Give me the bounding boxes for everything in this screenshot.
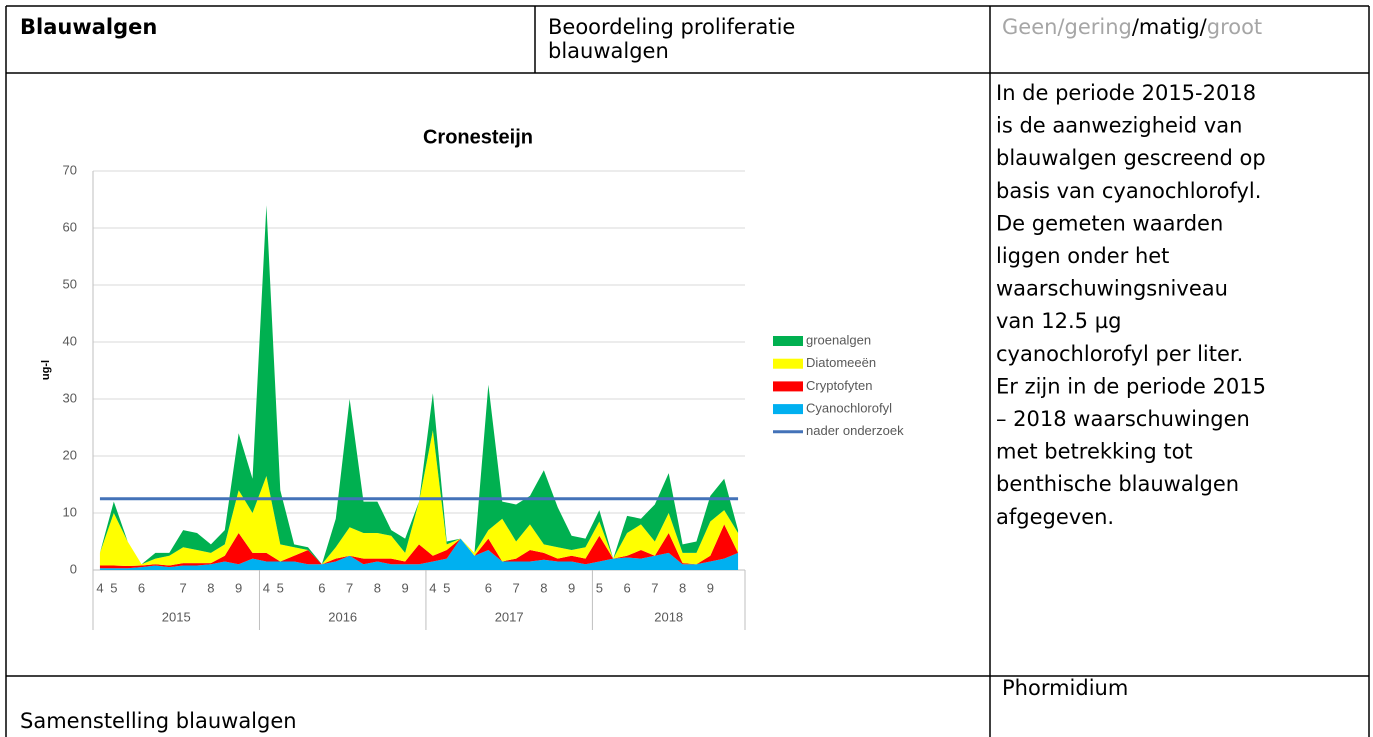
x-tick-label: 4 bbox=[263, 580, 270, 595]
footer-left: Samenstelling blauwalgen bbox=[20, 709, 297, 733]
x-group-label: 2017 bbox=[495, 609, 524, 624]
chart-title: Cronesteijn bbox=[423, 126, 533, 148]
x-tick-label: 5 bbox=[443, 580, 450, 595]
legend-label: Cryptofyten bbox=[806, 378, 872, 393]
description: In de periode 2015-2018 is de aanwezighei… bbox=[996, 81, 1266, 529]
description-line: – 2018 waarschuwingen bbox=[996, 407, 1250, 431]
y-tick-label: 50 bbox=[63, 276, 77, 291]
header-assessment: Beoordeling proliferatie bbox=[548, 15, 795, 39]
legend-label: nader onderzoek bbox=[806, 423, 904, 438]
y-tick-label: 0 bbox=[70, 561, 77, 576]
y-tick-label: 40 bbox=[63, 333, 77, 348]
legend-label: groenalgen bbox=[806, 332, 871, 347]
y-tick-label: 10 bbox=[63, 504, 77, 519]
area bbox=[99, 524, 739, 569]
header-assessment: blauwalgen bbox=[548, 39, 669, 63]
description-line: liggen onder het bbox=[996, 244, 1169, 268]
description-line: basis van cyanochlorofyl. bbox=[996, 179, 1261, 203]
x-tick-label: 9 bbox=[568, 580, 575, 595]
description-line: waarschuwingsniveau bbox=[996, 277, 1228, 301]
y-tick-label: 60 bbox=[63, 219, 77, 234]
y-tick-label: 70 bbox=[63, 162, 77, 177]
x-tick-label: 5 bbox=[596, 580, 603, 595]
description-line: cyanochlorofyl per liter. bbox=[996, 342, 1243, 366]
x-tick-label: 5 bbox=[277, 580, 284, 595]
description-line: van 12.5 µg bbox=[996, 309, 1121, 333]
header-title: Blauwalgen bbox=[20, 15, 157, 39]
x-tick-label: 9 bbox=[235, 580, 242, 595]
x-tick-label: 4 bbox=[429, 580, 436, 595]
legend-label: Cyanochlorofyl bbox=[806, 401, 892, 416]
header-rating: Geen/gering/matig/groot bbox=[1002, 15, 1262, 39]
x-group-label: 2015 bbox=[162, 609, 191, 624]
rating-part: Geen/gering bbox=[1002, 15, 1132, 39]
table-lines bbox=[5, 5, 1370, 737]
legend-swatch bbox=[773, 358, 803, 369]
x-tick-label: 6 bbox=[318, 580, 325, 595]
description-line: blauwalgen gescreend op bbox=[996, 146, 1266, 170]
footer-right: Phormidium bbox=[1002, 676, 1128, 700]
description-line: afgegeven. bbox=[996, 505, 1114, 529]
x-tick-label: 6 bbox=[138, 580, 145, 595]
description-line: Er zijn in de periode 2015 bbox=[996, 374, 1266, 398]
area bbox=[99, 538, 739, 570]
x-tick-label: 9 bbox=[707, 580, 714, 595]
legend-swatch bbox=[773, 381, 803, 392]
x-tick-label: 6 bbox=[485, 580, 492, 595]
area bbox=[99, 430, 739, 567]
rating-part: groot bbox=[1207, 15, 1262, 39]
x-tick-label: 7 bbox=[512, 580, 519, 595]
x-tick-label: 8 bbox=[679, 580, 686, 595]
x-tick-label: 9 bbox=[402, 580, 409, 595]
x-tick-label: 8 bbox=[207, 580, 214, 595]
y-axis-label: ug-l bbox=[40, 360, 52, 380]
x-tick-label: 8 bbox=[540, 580, 547, 595]
y-tick-label: 30 bbox=[63, 390, 77, 405]
x-tick-label: 7 bbox=[180, 580, 187, 595]
area bbox=[99, 205, 739, 565]
rating-part: /matig/ bbox=[1132, 15, 1208, 39]
x-tick-label: 7 bbox=[346, 580, 353, 595]
x-group-label: 2018 bbox=[654, 609, 683, 624]
legend-swatch bbox=[773, 404, 803, 415]
description-line: is de aanwezigheid van bbox=[996, 114, 1242, 138]
description-line: met betrekking tot bbox=[996, 440, 1193, 464]
legend-swatch bbox=[773, 336, 803, 346]
description-line: benthische blauwalgen bbox=[996, 472, 1239, 496]
x-group-label: 2016 bbox=[328, 609, 357, 624]
x-tick-label: 7 bbox=[651, 580, 658, 595]
x-tick-label: 6 bbox=[623, 580, 630, 595]
x-tick-label: 4 bbox=[96, 580, 103, 595]
description-line: De gemeten waarden bbox=[996, 211, 1223, 235]
description-line: In de periode 2015-2018 bbox=[996, 81, 1256, 105]
x-tick-label: 8 bbox=[374, 580, 381, 595]
legend-label: Diatomeeën bbox=[806, 355, 876, 370]
y-tick-label: 20 bbox=[63, 447, 77, 462]
x-tick-label: 5 bbox=[110, 580, 117, 595]
